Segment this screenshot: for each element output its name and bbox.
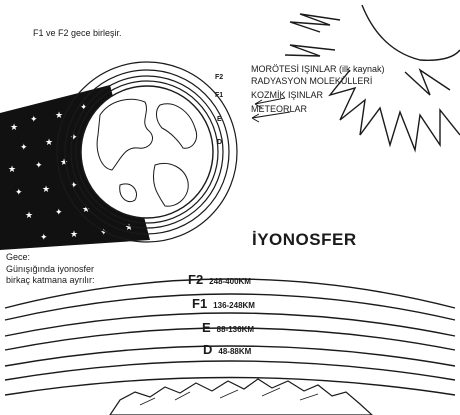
- svg-text:★: ★: [125, 223, 133, 233]
- mountain-landscape-icon: [109, 378, 373, 415]
- source-radiation-molecules: RADYASYON MOLEKÜLLERİ: [251, 76, 373, 86]
- layer-f2: F2 248-400KM: [188, 271, 251, 289]
- svg-text:✦: ✦: [80, 103, 88, 113]
- ring-tag-e: E: [217, 116, 222, 123]
- ring-tag-d: D: [217, 139, 223, 146]
- day-note: Günışığında iyonosfer birkaç katmana ayr…: [6, 264, 95, 285]
- ring-tag-f2: F2: [215, 74, 224, 81]
- layer-d: D 48-88KM: [203, 341, 251, 359]
- layer-range: 136-248KM: [213, 301, 255, 310]
- globe-ionosphere-rings: [56, 61, 238, 243]
- svg-text:★: ★: [25, 211, 33, 221]
- layer-e: E 88-136KM: [202, 319, 254, 337]
- source-ultraviolet: MORÖTESİ IŞINLAR (ilk kaynak): [251, 64, 385, 74]
- svg-text:★: ★: [45, 138, 53, 148]
- layer-name: E: [202, 320, 211, 335]
- earth-globe-icon: [80, 85, 214, 219]
- svg-text:★: ★: [42, 185, 50, 195]
- svg-text:✦: ✦: [30, 115, 38, 125]
- night-label: Gece:: [6, 252, 31, 262]
- svg-text:✦: ✦: [40, 233, 48, 243]
- atmosphere-layer-arcs: [4, 278, 456, 396]
- page-title: İYONOSFER: [252, 230, 357, 249]
- sun-icon: [284, 4, 460, 153]
- svg-text:✦: ✦: [20, 143, 28, 153]
- source-meteors: METEORLAR: [251, 104, 308, 114]
- layer-name: F2: [188, 272, 204, 287]
- layer-range: 88-136KM: [216, 325, 255, 334]
- ring-tag-f1: F1: [215, 92, 224, 99]
- svg-text:✦: ✦: [70, 181, 78, 191]
- svg-text:★: ★: [70, 230, 78, 240]
- layer-range: 48-88KM: [218, 347, 252, 356]
- layer-f1: F1 136-248KM: [192, 295, 255, 313]
- svg-text:✦: ✦: [70, 133, 78, 143]
- svg-text:★: ★: [60, 158, 68, 168]
- layer-range: 248-400KM: [209, 277, 251, 286]
- svg-text:★: ★: [10, 123, 18, 133]
- top-left-note: F1 ve F2 gece birleşir.: [33, 28, 122, 38]
- svg-text:✦: ✦: [55, 208, 63, 218]
- source-arrows: [251, 97, 291, 123]
- svg-text:✦: ✦: [35, 161, 43, 171]
- svg-text:✦: ✦: [100, 228, 108, 238]
- layer-name: D: [203, 342, 213, 357]
- source-cosmic-rays: KOZMİK IŞINLAR: [251, 90, 324, 100]
- svg-text:✦: ✦: [15, 188, 23, 198]
- svg-text:★: ★: [55, 111, 63, 121]
- svg-text:★: ★: [8, 165, 16, 175]
- layer-name: F1: [192, 296, 208, 311]
- svg-text:★: ★: [82, 205, 90, 215]
